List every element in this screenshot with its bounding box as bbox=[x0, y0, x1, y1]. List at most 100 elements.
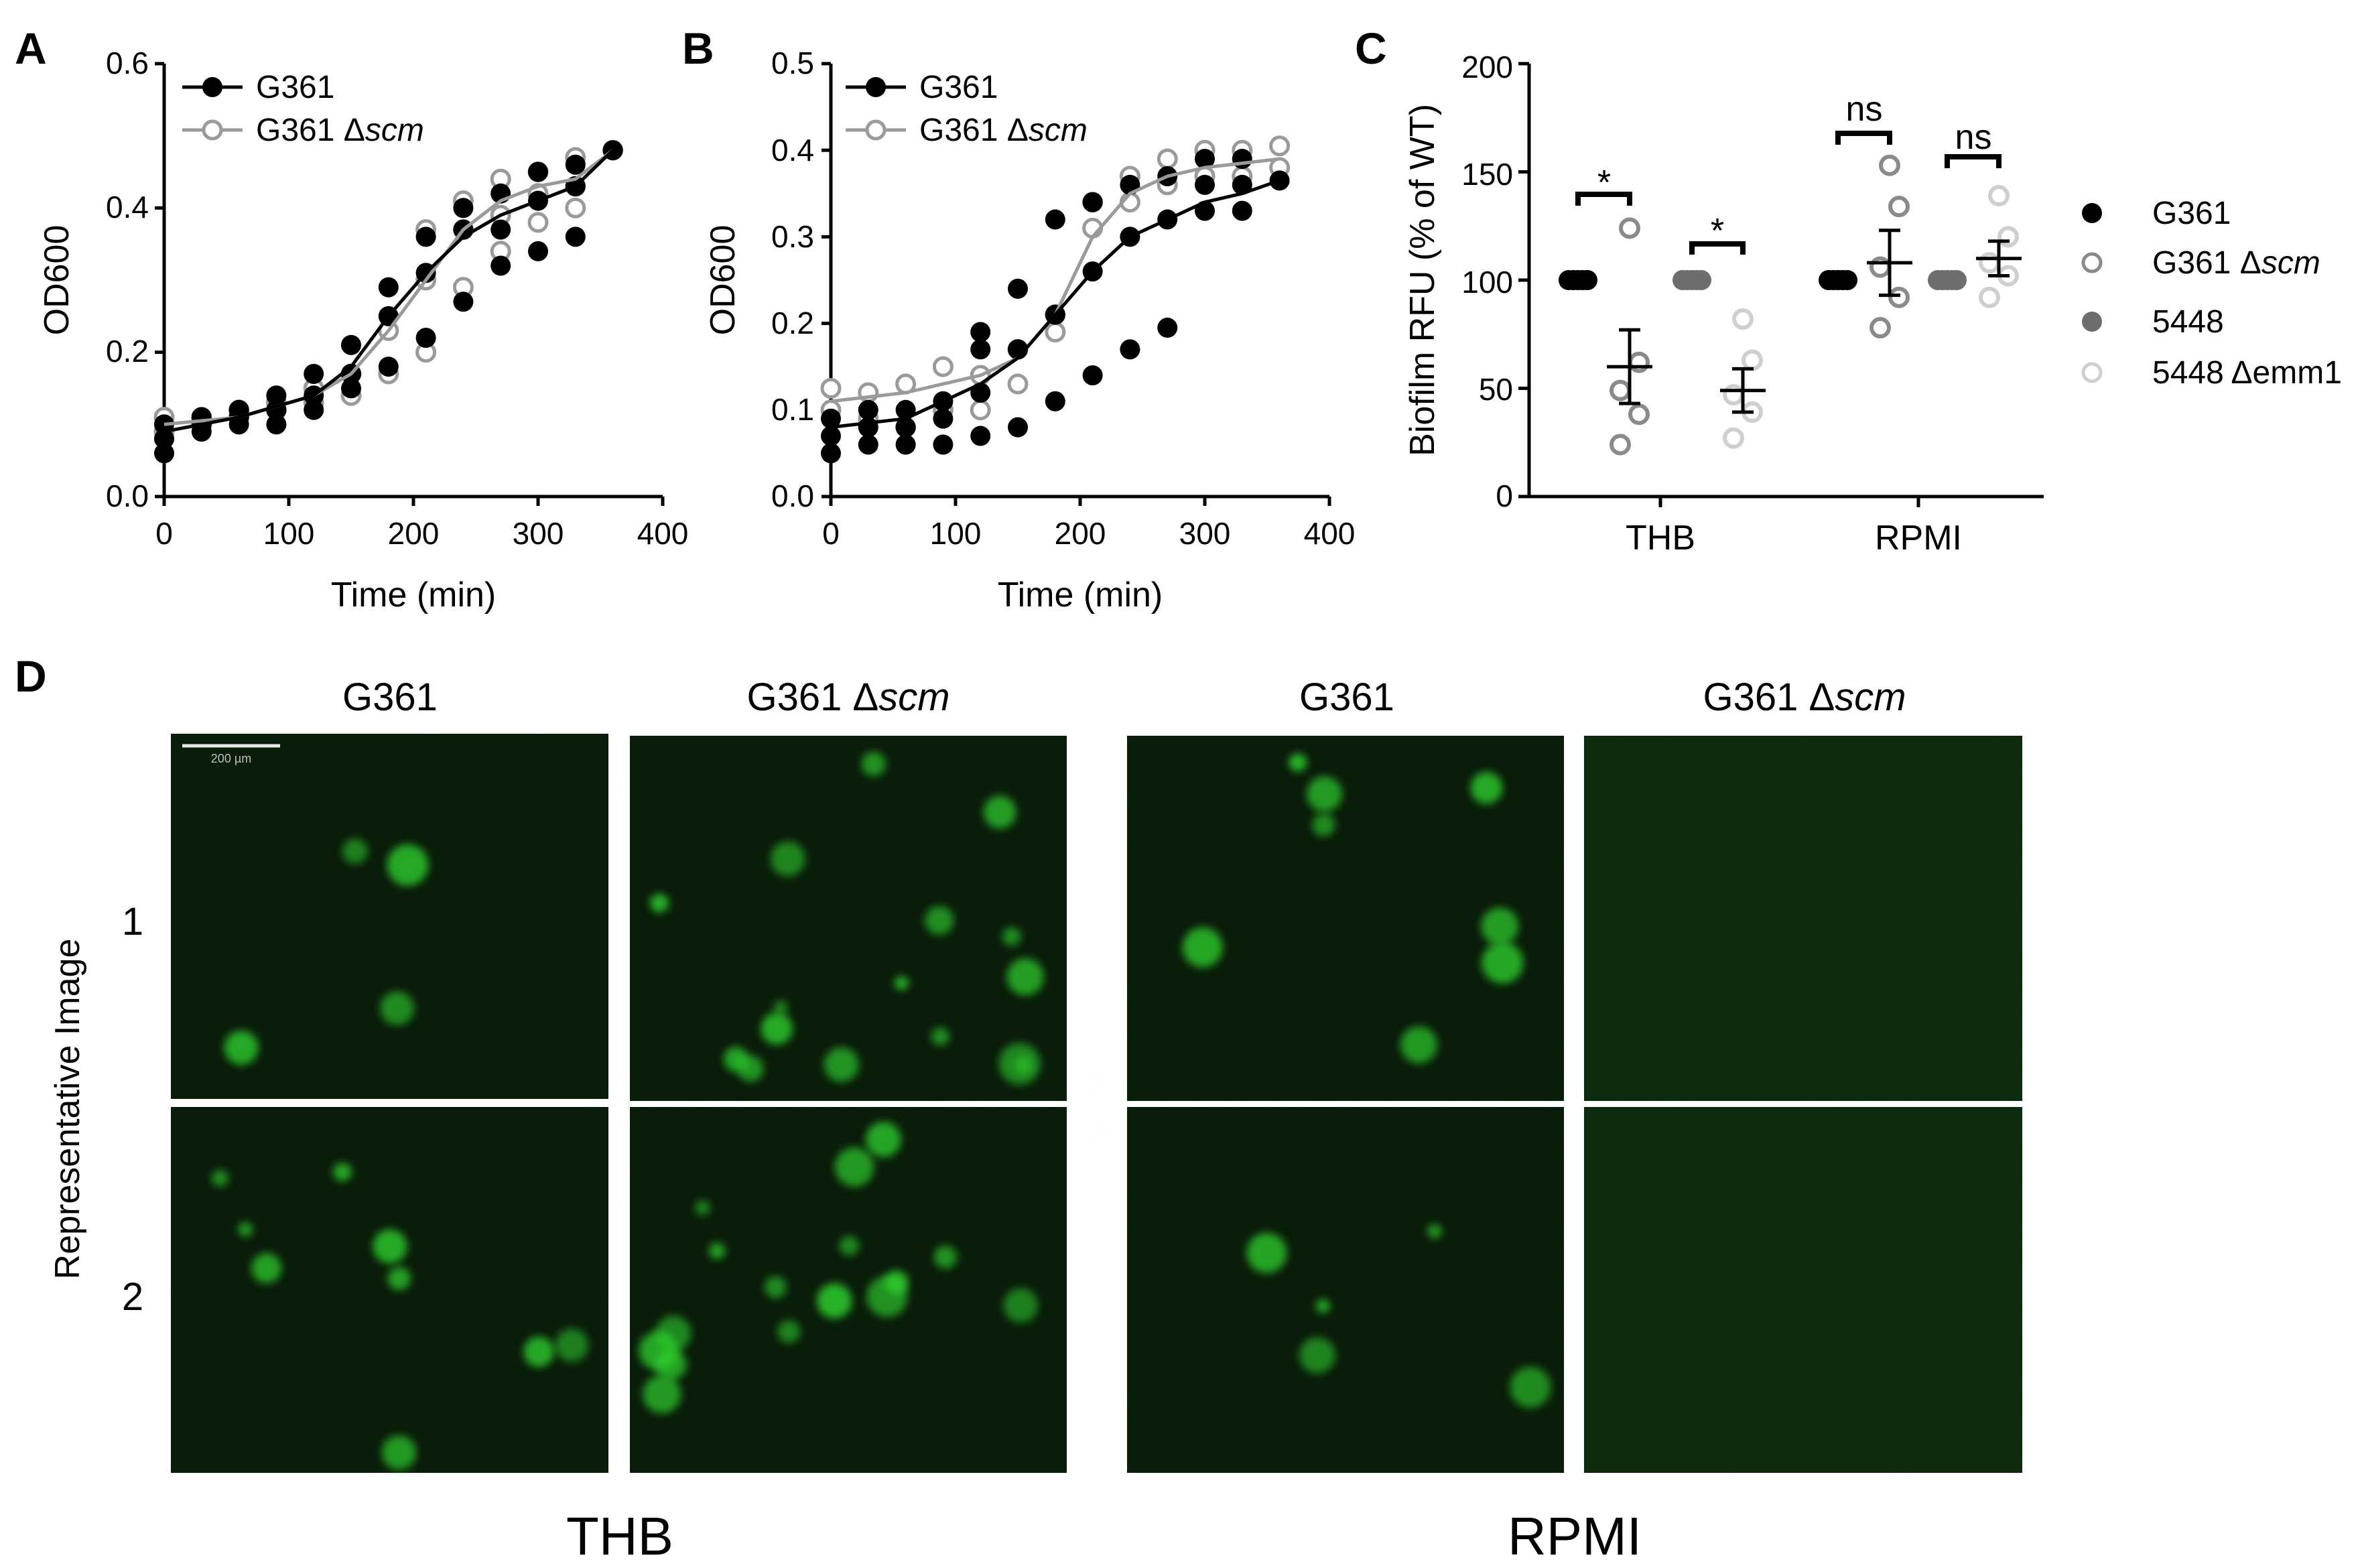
cell-cluster bbox=[933, 1245, 957, 1268]
y-tick-label: 0.0 bbox=[771, 478, 814, 513]
y-tick-label: 50 bbox=[1479, 372, 1513, 407]
cell-cluster bbox=[895, 976, 909, 990]
x-category-label: THB bbox=[1626, 519, 1695, 558]
x-axis-title: Time (min) bbox=[331, 576, 497, 614]
data-point-g361 bbox=[341, 378, 361, 399]
biofilm-chart-c: 0 50 100 150 200 THB RPMI Biofilm RFU (%… bbox=[1403, 50, 2342, 558]
y-tick-label: 0.4 bbox=[771, 133, 814, 168]
cell-cluster bbox=[1307, 776, 1343, 812]
legend-marker-g361-scm bbox=[2081, 252, 2103, 273]
data-point-g361 bbox=[933, 408, 954, 429]
data-point-g361 bbox=[1045, 209, 1065, 230]
micrograph-texture bbox=[1584, 1107, 2022, 1473]
data-point-5448-emm1 bbox=[1723, 427, 1744, 449]
data-point-g361 bbox=[1577, 270, 1597, 290]
data-point-g361-scm bbox=[527, 212, 549, 233]
data-point-5448-emm1 bbox=[1988, 185, 2010, 207]
panel-letter-c: C bbox=[1355, 23, 1387, 73]
cell-cluster bbox=[737, 1055, 764, 1082]
legend-marker-5448 bbox=[2082, 312, 2102, 332]
data-point-g361-scm bbox=[1869, 256, 1891, 278]
data-point-5448-emm1 bbox=[1742, 349, 1763, 371]
data-point-g361-scm bbox=[820, 378, 842, 399]
data-point-g361 bbox=[970, 426, 991, 446]
data-point-g361 bbox=[415, 328, 436, 348]
growth-chart-a: 0 100 200 300 400 0.0 0.2 0.4 0.6 Time (… bbox=[38, 46, 688, 614]
legend-label-g361-scm: G361 Δscm bbox=[919, 113, 1088, 148]
legend-marker-5448-emm1 bbox=[2081, 362, 2103, 383]
cell-cluster bbox=[709, 1242, 726, 1259]
data-point-g361-scm bbox=[1007, 373, 1029, 395]
data-point-g361-scm bbox=[1888, 196, 1910, 218]
significance-label: * bbox=[1597, 164, 1611, 202]
cell-cluster bbox=[925, 905, 954, 935]
data-point-g361 bbox=[266, 414, 287, 435]
cell-cluster bbox=[824, 1047, 859, 1082]
significance-label: ns bbox=[1955, 118, 1992, 157]
cell-cluster bbox=[773, 1000, 788, 1015]
x-tick-label: 200 bbox=[388, 516, 440, 551]
cell-cluster bbox=[1289, 753, 1307, 772]
data-point-g361 bbox=[1045, 391, 1065, 411]
cell-cluster bbox=[387, 1266, 411, 1291]
cell-cluster bbox=[1003, 1288, 1038, 1323]
data-point-5448-emm1 bbox=[1979, 286, 2000, 308]
row-axis-label: Representative Image bbox=[48, 939, 87, 1280]
cell-cluster bbox=[770, 841, 805, 876]
data-point-g361-scm bbox=[1628, 403, 1650, 426]
data-point-5448 bbox=[1691, 270, 1711, 290]
micrograph-texture bbox=[630, 736, 1067, 1101]
data-point-5448-emm1 bbox=[1979, 252, 2000, 274]
cell-cluster bbox=[1246, 1232, 1287, 1273]
legend-label-5448-emm1: 5448 Δemm1 bbox=[2152, 355, 2342, 391]
micrograph-panel: G361 G361 Δscm G361 G361 Δscm Representa… bbox=[48, 675, 2022, 1566]
cell-cluster bbox=[777, 1320, 801, 1344]
data-point-g361 bbox=[821, 426, 841, 446]
cell-cluster bbox=[764, 1276, 787, 1299]
significance-label: * bbox=[1711, 212, 1724, 251]
data-point-g361 bbox=[304, 363, 324, 384]
data-point-5448-emm1 bbox=[1732, 308, 1754, 330]
cell-cluster bbox=[1315, 1299, 1330, 1313]
data-point-g361 bbox=[154, 443, 174, 464]
legend-marker-g361 bbox=[866, 77, 886, 97]
y-tick-label: 0.0 bbox=[106, 478, 149, 513]
x-category-label: RPMI bbox=[1875, 519, 1962, 558]
cell-cluster bbox=[1481, 907, 1519, 945]
column-header: G361 Δscm bbox=[1703, 675, 1906, 719]
data-point-g361 bbox=[1157, 318, 1178, 338]
legend-marker-g361-scm bbox=[202, 119, 223, 141]
media-label: RPMI bbox=[1508, 1506, 1642, 1566]
significance-bracket bbox=[1689, 241, 1746, 255]
data-point-g361 bbox=[1008, 278, 1028, 299]
y-tick-label: 0.6 bbox=[106, 46, 149, 80]
legend-label-g361-scm: G361 Δscm bbox=[2152, 245, 2320, 281]
cell-cluster bbox=[523, 1336, 554, 1367]
cell-cluster bbox=[1427, 1224, 1442, 1239]
data-point-g361-scm bbox=[1619, 217, 1640, 239]
data-point-g361-scm bbox=[1045, 322, 1066, 343]
data-point-g361 bbox=[453, 291, 474, 312]
legend-label-g361: G361 bbox=[256, 70, 334, 105]
micrograph-grid: 200 µm bbox=[171, 734, 2022, 1473]
data-point-g361 bbox=[970, 322, 991, 342]
data-point-g361-scm bbox=[932, 356, 954, 377]
legend-marker-g361 bbox=[2082, 203, 2102, 223]
cell-cluster bbox=[1299, 1337, 1335, 1374]
y-tick-label: 0.3 bbox=[771, 219, 814, 254]
column-header: G361 bbox=[1299, 675, 1394, 719]
y-axis-title: OD600 bbox=[704, 225, 742, 336]
cell-cluster bbox=[333, 1163, 352, 1181]
cell-cluster bbox=[998, 1043, 1041, 1085]
data-point-g361 bbox=[858, 417, 878, 438]
fit-line-g361 bbox=[830, 179, 1281, 430]
cell-cluster bbox=[931, 1027, 949, 1046]
data-point-g361 bbox=[970, 339, 991, 360]
y-tick-label: 0.5 bbox=[771, 46, 814, 80]
row-label: 1 bbox=[122, 900, 143, 943]
fit-line-g361 bbox=[163, 149, 614, 434]
data-point-g361 bbox=[266, 385, 287, 406]
cell-cluster bbox=[650, 893, 669, 913]
data-point-g361-scm bbox=[1888, 286, 1910, 308]
cell-cluster bbox=[555, 1328, 588, 1362]
